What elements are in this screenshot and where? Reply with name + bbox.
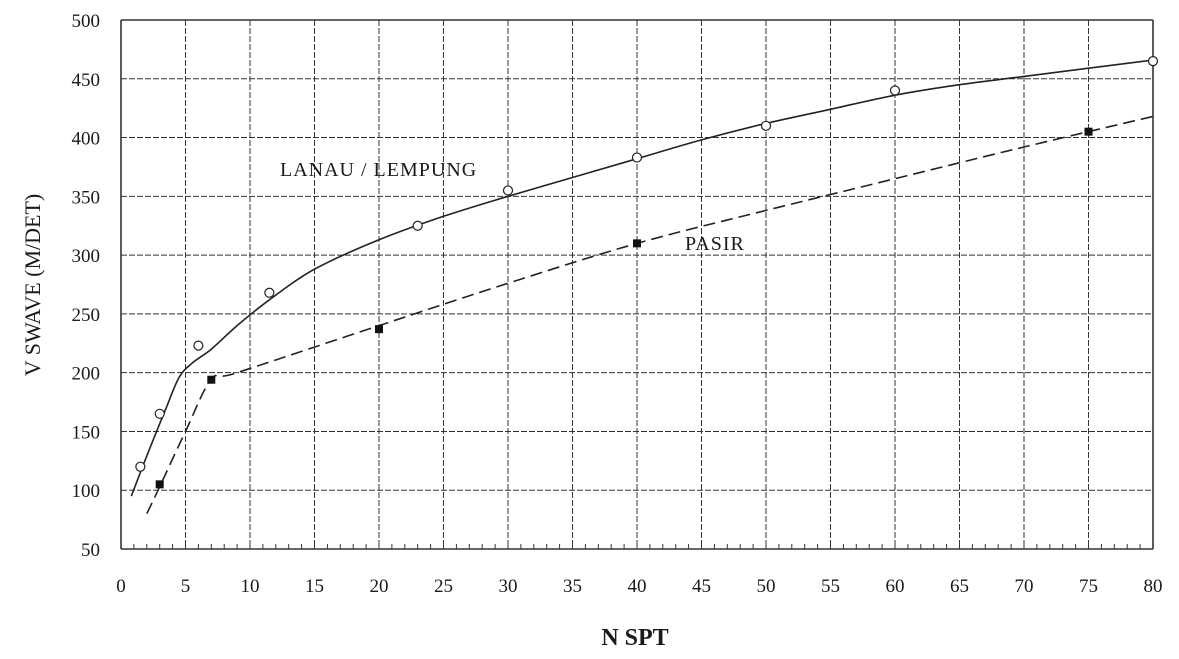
x-tick-label-60: 60 [886, 576, 905, 597]
data-point-s0-7 [760, 120, 772, 131]
x-tick-label-50: 50 [757, 576, 776, 597]
data-point-s0-3 [264, 287, 275, 298]
x-tick-label-30: 30 [499, 576, 518, 597]
series-label-lanau-lempung: LANAU / LEMPUNG [280, 159, 477, 181]
x-tick-label-80: 80 [1144, 576, 1163, 597]
tick-labels: 0 5 10 15 20 25 30 35 40 45 50 55 60 65 70 75 80 50 100 150… [72, 11, 1163, 597]
data-point-s0-4 [412, 220, 423, 231]
data-point-s0-6 [631, 152, 643, 163]
data-point-s1-3 [633, 239, 641, 248]
series-line-1 [146, 115, 1154, 515]
y-axis-title: V SWAVE (M/DET) [20, 194, 45, 377]
grid [120, 19, 1154, 550]
data-point-s1-4 [1084, 127, 1093, 136]
x-tick-label-55: 55 [821, 576, 840, 597]
data-point-s0-2 [193, 340, 204, 351]
x-tick-label-35: 35 [563, 576, 582, 597]
y-tick-label-500: 500 [72, 11, 101, 32]
x-tick-label-15: 15 [305, 576, 324, 597]
data-point-s1-1 [207, 375, 216, 384]
x-axis-title: N SPT [601, 625, 668, 651]
series-line-0 [130, 59, 1154, 497]
data-point-s0-9 [1147, 56, 1159, 67]
y-tick-label-150: 150 [72, 422, 101, 443]
y-tick-label-450: 450 [72, 70, 101, 91]
markers [135, 56, 1159, 489]
y-tick-label-300: 300 [72, 246, 101, 267]
x-tick-label-20: 20 [370, 576, 389, 597]
x-tick-label-40: 40 [628, 576, 647, 597]
x-tick-label-65: 65 [950, 576, 969, 597]
x-tick-label-5: 5 [181, 576, 191, 597]
data-point-s1-2 [375, 325, 383, 334]
data-point-s1-0 [155, 480, 164, 489]
y-tick-label-50: 50 [81, 540, 100, 561]
y-tick-label-250: 250 [72, 305, 101, 326]
data-point-s0-8 [889, 85, 901, 96]
x-tick-label-70: 70 [1015, 576, 1034, 597]
y-tick-label-200: 200 [72, 364, 101, 385]
series-label-pasir: PASIR [685, 233, 745, 255]
y-tick-label-400: 400 [72, 129, 101, 150]
x-tick-label-45: 45 [692, 576, 711, 597]
x-tick-label-0: 0 [116, 576, 126, 597]
data-point-s0-0 [135, 461, 146, 472]
x-tick-label-10: 10 [241, 576, 260, 597]
x-tick-label-75: 75 [1079, 576, 1098, 597]
curves [130, 59, 1154, 515]
y-tick-label-100: 100 [72, 481, 101, 502]
data-point-s0-1 [154, 408, 165, 419]
data-point-s0-5 [502, 185, 514, 196]
x-tick-label-25: 25 [434, 576, 453, 597]
y-tick-label-350: 350 [72, 187, 101, 208]
